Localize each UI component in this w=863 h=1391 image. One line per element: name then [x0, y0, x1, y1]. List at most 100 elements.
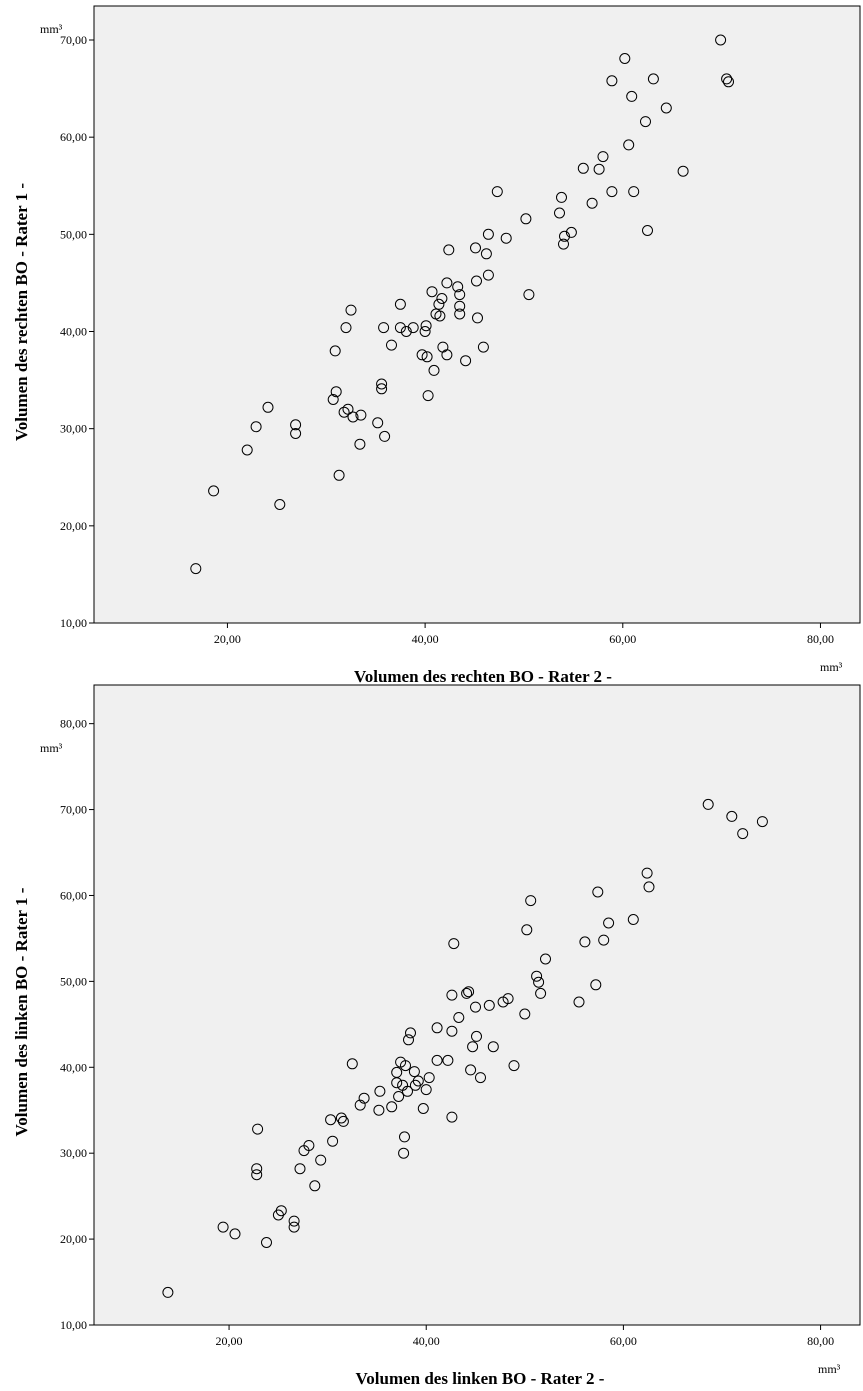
data-point — [251, 1169, 263, 1181]
data-point — [426, 286, 438, 298]
data-point — [756, 816, 768, 828]
y-tick-label: 10,00 — [60, 616, 87, 630]
data-point — [480, 248, 492, 260]
data-point — [399, 1131, 410, 1143]
data-point — [416, 349, 428, 361]
data-point — [715, 34, 727, 46]
data-point — [619, 53, 631, 64]
x-tick-label: 20,00 — [216, 1334, 243, 1348]
data-point — [472, 312, 483, 324]
y-tick-label: 30,00 — [60, 422, 87, 436]
data-point — [642, 225, 653, 236]
data-point — [525, 895, 537, 907]
x-tick-labels: 20,00 40,00 60,00 80,00 — [214, 623, 834, 646]
data-point — [533, 976, 545, 988]
data-point — [294, 1163, 306, 1175]
data-point — [467, 1041, 479, 1053]
data-point — [393, 1091, 405, 1102]
data-point — [597, 151, 609, 163]
data-point — [274, 499, 286, 510]
y-tick-label: 60,00 — [60, 130, 87, 144]
data-point — [422, 390, 434, 402]
data-point — [446, 989, 458, 1001]
data-point — [417, 1103, 429, 1114]
data-point — [241, 444, 253, 456]
y-tick-label: 10,00 — [60, 1318, 87, 1332]
data-point — [386, 339, 397, 351]
data-point — [358, 1092, 370, 1104]
x-tick-label: 80,00 — [807, 632, 834, 646]
data-point — [408, 1066, 420, 1078]
data-point — [660, 102, 672, 114]
data-point — [453, 1012, 465, 1023]
data-point — [386, 1101, 398, 1113]
data-point — [702, 798, 714, 810]
plot-area — [93, 684, 861, 1326]
data-point — [420, 320, 432, 332]
y-tick-label: 20,00 — [60, 519, 87, 533]
data-point — [628, 186, 640, 198]
data-point — [461, 987, 473, 999]
data-point — [309, 1180, 321, 1192]
data-point — [677, 165, 689, 177]
data-point — [303, 1140, 315, 1151]
data-point — [420, 1084, 432, 1096]
data-point — [372, 417, 384, 429]
data-point — [641, 867, 653, 879]
data-point — [441, 277, 453, 289]
data-point — [412, 1075, 424, 1087]
data-point — [477, 341, 489, 353]
y-tick-label: 20,00 — [60, 1232, 87, 1246]
data-point — [471, 275, 482, 287]
data-point — [208, 485, 220, 497]
data-point — [559, 230, 570, 242]
data-point — [398, 1147, 410, 1159]
data-point — [394, 322, 406, 334]
data-point — [491, 186, 503, 198]
data-point — [737, 828, 749, 840]
data-point — [400, 326, 412, 337]
data-point — [521, 924, 533, 936]
y-tick-label: 40,00 — [60, 325, 87, 339]
data-point — [586, 197, 598, 209]
data-point — [327, 394, 339, 405]
data-point — [470, 242, 481, 254]
data-point — [431, 1022, 443, 1034]
data-point — [593, 163, 605, 175]
data-point — [579, 936, 591, 948]
chart-left-volume: 20,00 40,00 60,00 80,00 10,00 20,00 30,00 40,0… — [12, 684, 861, 1388]
x-unit-label: mm³ — [820, 660, 843, 674]
y-tick-label: 50,00 — [60, 227, 87, 241]
y-tick-label: 40,00 — [60, 1060, 87, 1074]
data-point — [290, 419, 302, 431]
data-point — [519, 1008, 531, 1020]
data-point — [721, 73, 733, 85]
data-point — [556, 191, 567, 203]
plot-area — [93, 5, 861, 624]
x-tick-label: 60,00 — [610, 1334, 637, 1348]
data-point — [520, 213, 532, 225]
x-tick-label: 80,00 — [807, 1334, 834, 1348]
data-point — [330, 386, 342, 398]
data-point — [419, 326, 431, 337]
data-point — [441, 349, 453, 361]
y-tick-label: 30,00 — [60, 1146, 87, 1160]
data-point — [378, 322, 390, 334]
data-point — [345, 304, 357, 316]
data-point — [508, 1060, 520, 1072]
data-point — [374, 1085, 386, 1097]
data-point — [487, 1041, 499, 1053]
data-point — [436, 293, 448, 304]
data-point — [465, 1064, 477, 1076]
data-point — [502, 993, 514, 1005]
data-point — [252, 1123, 264, 1135]
y-tick-label: 70,00 — [60, 33, 87, 47]
x-axis-label: Volumen des rechten BO - Rater 2 - — [354, 667, 612, 686]
data-point — [598, 934, 610, 946]
data-point — [454, 289, 466, 301]
data-point — [540, 953, 551, 965]
data-point — [379, 430, 391, 442]
chart-right-volume: 20,00 40,00 60,00 80,00 10,00 20,00 30,00 40,0… — [12, 5, 861, 686]
data-point — [251, 1163, 263, 1175]
